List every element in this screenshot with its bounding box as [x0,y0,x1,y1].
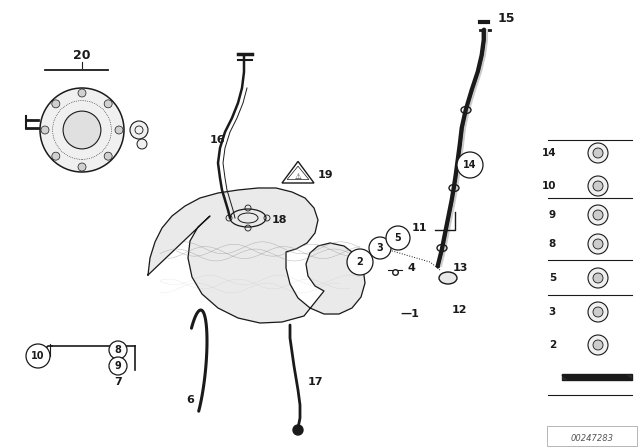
Circle shape [40,88,124,172]
Text: 5: 5 [395,233,401,243]
Text: 4: 4 [407,263,415,273]
Circle shape [386,226,410,250]
Text: 8: 8 [548,239,556,249]
Circle shape [593,307,603,317]
Polygon shape [562,375,632,380]
Polygon shape [148,188,365,323]
Text: 17: 17 [308,377,323,387]
Text: 2: 2 [356,257,364,267]
Ellipse shape [439,272,457,284]
Text: 13: 13 [453,263,468,273]
Circle shape [293,425,303,435]
Circle shape [588,234,608,254]
Text: 2: 2 [548,340,556,350]
Circle shape [78,89,86,97]
Circle shape [26,344,50,368]
Text: ⚠: ⚠ [294,172,301,181]
Text: 9: 9 [549,210,556,220]
Text: 7: 7 [114,377,122,387]
Text: 3: 3 [376,243,383,253]
Polygon shape [562,374,632,380]
Circle shape [588,205,608,225]
Circle shape [588,143,608,163]
Circle shape [588,268,608,288]
Text: 18: 18 [272,215,287,225]
Text: 16: 16 [210,135,226,145]
Text: 9: 9 [115,361,122,371]
Text: 15: 15 [498,12,515,25]
Text: 11: 11 [412,223,427,233]
Circle shape [588,335,608,355]
Circle shape [588,302,608,322]
Circle shape [115,126,123,134]
Circle shape [593,239,603,249]
Text: 19: 19 [318,170,333,180]
Circle shape [347,249,373,275]
Circle shape [588,176,608,196]
Text: 5: 5 [548,273,556,283]
Text: 20: 20 [73,48,91,61]
Circle shape [593,148,603,158]
Text: 6: 6 [186,395,194,405]
Text: 10: 10 [31,351,45,361]
Text: 12: 12 [452,305,467,315]
Text: 10: 10 [541,181,556,191]
Circle shape [369,237,391,259]
Circle shape [109,341,127,359]
Circle shape [593,181,603,191]
Circle shape [41,126,49,134]
Circle shape [109,357,127,375]
Circle shape [104,100,112,108]
Circle shape [137,139,147,149]
Text: 8: 8 [115,345,122,355]
Circle shape [52,100,60,108]
Circle shape [593,273,603,283]
Circle shape [457,152,483,178]
Circle shape [593,340,603,350]
Circle shape [130,121,148,139]
Circle shape [52,152,60,160]
Circle shape [593,210,603,220]
Circle shape [63,111,101,149]
Text: 3: 3 [548,307,556,317]
Text: 14: 14 [541,148,556,158]
Circle shape [78,163,86,171]
Circle shape [104,152,112,160]
Text: 14: 14 [463,160,477,170]
Text: —1: —1 [400,309,419,319]
Text: 00247283: 00247283 [570,434,614,443]
